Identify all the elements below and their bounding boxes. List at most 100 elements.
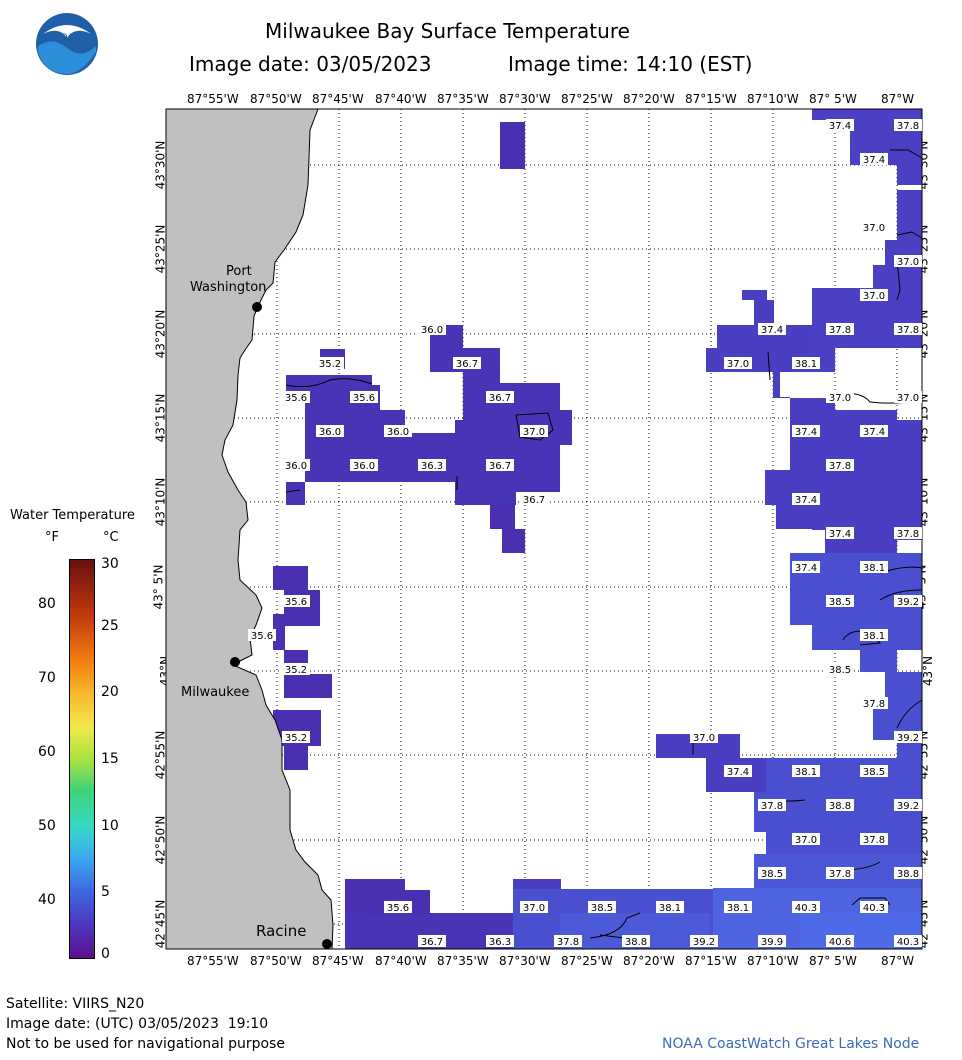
- temp-label: 37.8: [554, 935, 582, 948]
- temp-label-text: 37.0: [523, 903, 545, 914]
- temp-label: 39.2: [690, 935, 718, 948]
- temp-label-text: 37.0: [897, 393, 919, 404]
- temp-label-text: 36.0: [285, 461, 307, 472]
- lon-label: 87°50'W: [250, 954, 302, 968]
- image-date: Image date: 03/05/2023: [189, 52, 432, 76]
- temp-label: 37.8: [826, 867, 854, 880]
- temp-label-text: 40.3: [897, 937, 919, 948]
- temp-label-text: 35.6: [251, 631, 273, 642]
- utc-date-info: Image date: (UTC) 03/05/2023 19:10: [6, 1016, 269, 1032]
- legend-c-tick: 30: [101, 556, 119, 572]
- temp-label: 37.0: [860, 221, 888, 234]
- temp-label-text: 37.0: [795, 835, 817, 846]
- legend-f-tick: 80: [38, 596, 56, 612]
- lon-label: 87°35'W: [437, 954, 489, 968]
- racine-dot: [322, 939, 332, 949]
- temp-label-text: 38.5: [591, 903, 613, 914]
- lon-label: 87°50'W: [250, 92, 302, 106]
- temp-label: 37.8: [826, 459, 854, 472]
- temp-label: 39.9: [758, 935, 786, 948]
- temp-label: 40.3: [894, 935, 922, 948]
- temp-label: 37.0: [826, 391, 854, 404]
- temp-label: 37.4: [826, 119, 854, 132]
- temp-label: 38.5: [826, 595, 854, 608]
- temp-label: 38.1: [860, 629, 888, 642]
- temp-label-text: 37.4: [829, 529, 851, 540]
- lon-label: 87°25'W: [561, 954, 613, 968]
- temp-label-text: 37.0: [863, 223, 885, 234]
- image-time: Image time: 14:10 (EST): [508, 52, 753, 76]
- temp-label: 37.0: [860, 289, 888, 302]
- temp-label-text: 37.0: [693, 733, 715, 744]
- temp-label: 36.7: [486, 459, 514, 472]
- temp-label-text: 38.1: [863, 563, 885, 574]
- temp-label: 38.8: [894, 867, 922, 880]
- temp-label-text: 38.1: [659, 903, 681, 914]
- temp-label-text: 36.3: [421, 461, 443, 472]
- temp-label: 37.8: [894, 119, 922, 132]
- temp-label-text: 37.4: [795, 563, 817, 574]
- temp-label-text: 40.3: [863, 903, 885, 914]
- noaa-logo-icon: NOAA: [36, 13, 98, 75]
- legend-c-tick: 20: [101, 684, 119, 700]
- temp-label: 35.6: [384, 901, 412, 914]
- temp-label: 36.0: [282, 459, 310, 472]
- temp-label-text: 38.8: [625, 937, 647, 948]
- logo-text: NOAA: [54, 33, 81, 43]
- temp-label: 38.5: [860, 765, 888, 778]
- temp-label: 40.3: [792, 901, 820, 914]
- temp-label: 40.6: [826, 935, 854, 948]
- lon-label: 87°55'W: [187, 954, 239, 968]
- temp-label-text: 36.7: [456, 359, 478, 370]
- legend-f-tick: 50: [38, 818, 56, 834]
- temp-label-text: 35.6: [387, 903, 409, 914]
- temp-label-text: 40.6: [829, 937, 851, 948]
- temp-label: 36.0: [384, 425, 412, 438]
- legend-f-unit: °F: [45, 530, 59, 545]
- temp-label: 37.4: [860, 153, 888, 166]
- port-washington-label-2: Washington: [190, 280, 267, 295]
- temp-label: 38.8: [622, 935, 650, 948]
- page-title: Milwaukee Bay Surface Temperature: [265, 19, 630, 43]
- temp-label-text: 37.8: [897, 529, 919, 540]
- legend-c-tick: 10: [101, 818, 119, 834]
- legend-c-tick: 15: [101, 751, 119, 767]
- temp-label: 35.6: [248, 629, 276, 642]
- lon-label: 87°10'W: [747, 92, 799, 106]
- temp-label: 37.8: [758, 799, 786, 812]
- temp-label-text: 37.4: [795, 427, 817, 438]
- temp-label: 39.2: [894, 731, 922, 744]
- temp-label-text: 35.6: [285, 393, 307, 404]
- temp-label-text: 37.8: [761, 801, 783, 812]
- lon-label: 87°20'W: [623, 954, 675, 968]
- temp-label: 36.0: [316, 425, 344, 438]
- temp-label-text: 36.7: [523, 495, 545, 506]
- temp-label-text: 37.8: [897, 121, 919, 132]
- temp-label: 36.7: [520, 493, 548, 506]
- temp-label: 38.1: [792, 765, 820, 778]
- temp-label-text: 36.0: [421, 325, 443, 336]
- temp-label-text: 39.2: [897, 801, 919, 812]
- temp-label: 37.4: [826, 527, 854, 540]
- temp-label-text: 37.0: [897, 257, 919, 268]
- temp-label-text: 37.8: [829, 461, 851, 472]
- temp-label-text: 38.5: [761, 869, 783, 880]
- lon-label: 87°45'W: [312, 954, 364, 968]
- temp-label: 37.0: [894, 255, 922, 268]
- legend-c-tick: 25: [101, 618, 119, 634]
- temp-label-text: 40.3: [795, 903, 817, 914]
- temp-label: 36.7: [453, 357, 481, 370]
- temp-label-text: 38.1: [863, 631, 885, 642]
- lon-label: 87° 5'W: [809, 954, 857, 968]
- temp-label: 37.0: [894, 391, 922, 404]
- temp-label: 37.4: [758, 323, 786, 336]
- temp-label-text: 37.4: [863, 427, 885, 438]
- lon-label: 87°15'W: [685, 92, 737, 106]
- temp-label: 35.2: [282, 663, 310, 676]
- temp-label-text: 35.2: [319, 359, 341, 370]
- temp-label: 35.2: [316, 357, 344, 370]
- lon-label: 87°W: [881, 954, 915, 968]
- lon-label: 87°W: [881, 92, 915, 106]
- temp-label: 36.3: [418, 459, 446, 472]
